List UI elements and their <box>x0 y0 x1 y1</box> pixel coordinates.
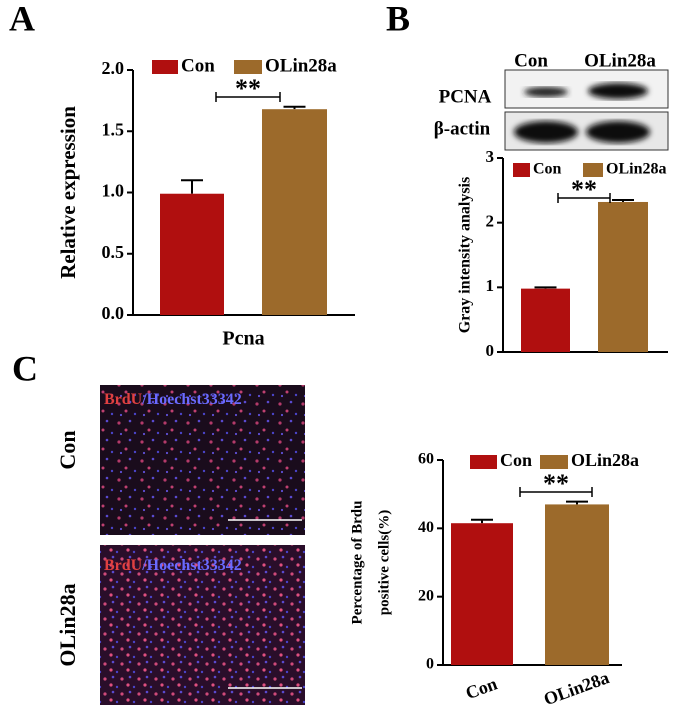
x-tick-label: Pcna <box>222 328 264 350</box>
panel-label: C <box>12 348 38 388</box>
image-row-label: OLin28a <box>55 583 80 666</box>
stain: BrdU <box>104 557 143 574</box>
legend-label: OLin28a <box>606 161 666 178</box>
legend-label: Con <box>181 55 215 76</box>
counterstain: /Hoechst33342 <box>141 557 242 574</box>
y-axis-title: positive cells(%) <box>376 510 392 615</box>
y-tick-label: 20 <box>418 587 434 604</box>
blot-row-label: PCNA <box>439 86 492 107</box>
y-tick-label: 0 <box>486 341 495 360</box>
error-bar <box>283 105 306 110</box>
significance-label: ** <box>235 74 261 103</box>
legend-swatch <box>540 455 568 469</box>
y-tick-label: 1.0 <box>102 181 125 201</box>
x-tick-label: OLin28a <box>541 667 612 709</box>
error-bar <box>181 179 203 194</box>
bar <box>521 288 570 352</box>
y-tick-label: 40 <box>418 519 434 536</box>
legend-label: Con <box>533 161 562 178</box>
y-axis-title: Relative expression <box>56 106 80 279</box>
x-tick-label: Con <box>463 673 500 703</box>
bar <box>545 504 609 665</box>
bar <box>262 109 327 315</box>
y-tick-label: 60 <box>418 451 434 468</box>
error-bar <box>534 286 557 289</box>
error-bar <box>566 500 588 505</box>
image-stain-label: BrdU/Hoechst33342 <box>104 557 242 574</box>
blot-band <box>586 121 650 143</box>
significance-label: ** <box>543 469 569 498</box>
legend-swatch <box>513 163 530 177</box>
legend-swatch <box>234 60 262 74</box>
y-tick-label: 1.5 <box>102 119 125 139</box>
significance-label: ** <box>571 175 597 204</box>
panel-label: B <box>386 0 410 38</box>
legend-label: Con <box>500 450 532 470</box>
legend-swatch <box>583 163 603 177</box>
micrograph <box>100 385 305 535</box>
significance-bracket <box>557 193 611 203</box>
counterstain: /Hoechst33342 <box>141 391 242 408</box>
y-tick-label: 3 <box>486 147 495 166</box>
legend-label: OLin28a <box>571 450 639 470</box>
blot-column-label: Con <box>514 50 548 71</box>
image-stain-label: BrdU/Hoechst33342 <box>104 391 242 408</box>
legend-label: OLin28a <box>265 55 337 76</box>
stain: BrdU <box>104 391 143 408</box>
panel-label: A <box>9 0 35 38</box>
image-row-label: Con <box>55 430 80 469</box>
error-bar <box>612 199 634 202</box>
y-tick-label: 2 <box>486 212 495 231</box>
legend-swatch <box>470 455 497 469</box>
blot-column-label: OLin28a <box>584 50 656 71</box>
error-bar <box>471 518 493 524</box>
blot-band <box>588 83 648 99</box>
y-tick-label: 0.0 <box>102 303 125 323</box>
legend-swatch <box>152 60 178 74</box>
y-tick-label: 1 <box>486 276 495 295</box>
blot-row-label: β-actin <box>434 118 491 139</box>
significance-bracket <box>215 92 281 102</box>
y-tick-label: 2.0 <box>102 58 125 78</box>
micrograph <box>100 545 305 705</box>
bar <box>598 201 648 352</box>
y-axis-title: Percentage of Brdu <box>349 501 365 625</box>
y-tick-label: 0 <box>426 656 434 673</box>
bar <box>160 193 224 315</box>
y-tick-label: 0.5 <box>102 242 125 262</box>
bar <box>451 523 513 665</box>
blot-band <box>514 121 578 143</box>
y-axis-title: Gray intensity analysis <box>457 177 474 333</box>
blot-band <box>524 87 568 97</box>
significance-bracket <box>519 487 593 497</box>
